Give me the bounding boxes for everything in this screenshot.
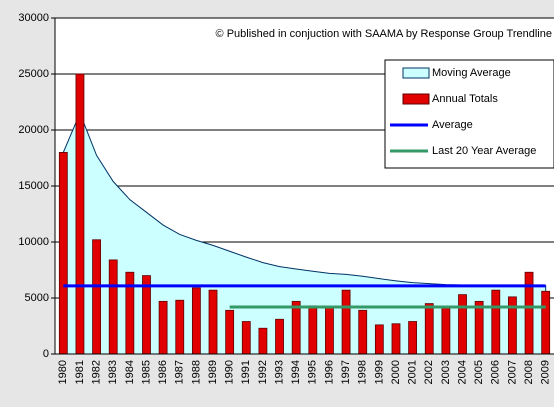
bar	[424, 303, 434, 355]
legend-swatch	[402, 93, 430, 105]
bar	[225, 309, 235, 355]
legend-label: Moving Average	[432, 67, 511, 79]
legend-label: Average	[432, 119, 473, 131]
x-tick-label: 1991	[240, 360, 252, 384]
x-tick-label: 1982	[90, 360, 102, 384]
x-tick-label: 2000	[390, 360, 402, 384]
bar	[474, 300, 484, 355]
bar	[58, 151, 68, 355]
legend-label: Last 20 Year Average	[432, 145, 536, 157]
bar	[358, 309, 368, 355]
x-tick-label: 1994	[290, 360, 302, 384]
bar	[541, 290, 551, 355]
bar	[508, 296, 517, 355]
y-tick-label: 10000	[18, 236, 49, 248]
x-tick-label: 1990	[224, 360, 236, 384]
y-tick-label: 30000	[18, 12, 49, 24]
bar	[325, 307, 334, 355]
x-tick-label: 1986	[157, 360, 169, 384]
x-tick-label: 1997	[340, 360, 352, 384]
x-tick-label: 2001	[407, 360, 419, 384]
x-tick-label: 1981	[74, 360, 86, 384]
legend-swatch	[402, 67, 430, 79]
bar	[491, 289, 501, 355]
bar	[92, 239, 101, 355]
y-tick-label: 5000	[25, 292, 49, 304]
bar	[275, 318, 284, 355]
x-tick-label: 2004	[456, 360, 468, 384]
bar	[391, 323, 401, 355]
x-tick-label: 1980	[57, 360, 69, 384]
bar	[241, 321, 251, 355]
x-tick-label: 2008	[523, 360, 535, 384]
bar	[258, 327, 268, 355]
x-tick-label: 1995	[307, 360, 319, 384]
bar	[175, 299, 185, 355]
bar	[441, 307, 451, 355]
y-tick-label: 15000	[18, 180, 49, 192]
bar	[374, 324, 384, 355]
x-tick-label: 1988	[190, 360, 202, 384]
x-tick-label: 2006	[490, 360, 502, 384]
bar	[341, 289, 351, 355]
marks	[58, 73, 551, 355]
annotation: © Published in conjuction with SAAMA by …	[216, 28, 552, 40]
y-tick-label: 0	[43, 348, 49, 360]
x-tick-label: 2003	[440, 360, 452, 384]
bar	[408, 321, 418, 355]
legend: Moving Average Annual Totals Average Last 2…	[384, 59, 554, 169]
x-tick-label: 2002	[423, 360, 435, 384]
x-tick-label: 1999	[373, 360, 385, 384]
bar	[208, 289, 218, 355]
x-tick-label: 1987	[174, 360, 186, 384]
x-tick-label: 2007	[506, 360, 518, 384]
bar	[158, 300, 168, 355]
bar	[291, 300, 301, 355]
bar	[458, 294, 467, 355]
bar	[191, 287, 201, 355]
x-tick-label: 1984	[124, 360, 136, 384]
x-tick-label: 1989	[207, 360, 219, 384]
x-tick-label: 1996	[323, 360, 335, 384]
legend-label: Annual Totals	[432, 93, 498, 105]
x-tick-label: 2009	[540, 360, 552, 384]
bar	[108, 259, 118, 355]
x-tick-label: 1985	[140, 360, 152, 384]
x-tick-label: 1998	[357, 360, 369, 384]
x-tick-label: 1993	[273, 360, 285, 384]
x-tick-label: 2005	[473, 360, 485, 384]
bar	[308, 305, 318, 355]
y-tick-label: 20000	[18, 124, 49, 136]
x-tick-label: 1992	[257, 360, 269, 384]
bar	[75, 73, 85, 355]
x-tick-label: 1983	[107, 360, 119, 384]
y-tick-label: 25000	[18, 68, 49, 80]
